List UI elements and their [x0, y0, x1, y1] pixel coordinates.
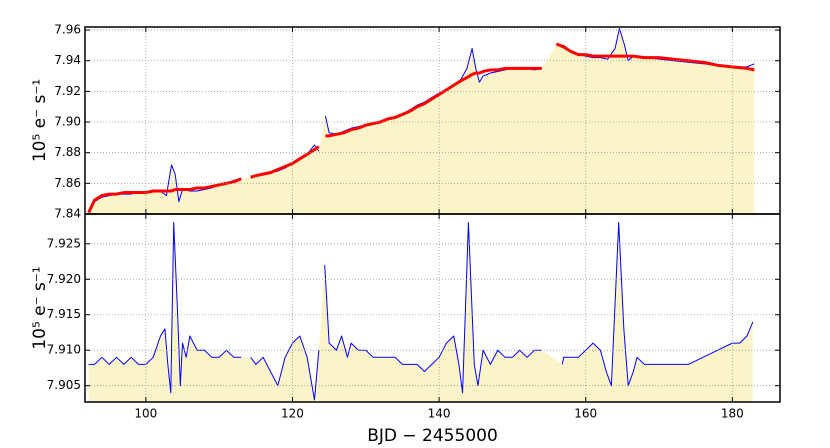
plot-area: [88, 222, 754, 402]
plot-area: [87, 28, 755, 214]
y-tick-label: 7.96: [54, 23, 81, 37]
line-series: [87, 42, 755, 214]
y-tick-label: 7.915: [47, 307, 81, 321]
x-tick-label: 160: [574, 407, 597, 421]
y-tick-label: 7.86: [54, 176, 81, 190]
panel: 7.84 7.86 7.88 7.90 7.92 7.94 7.96 10⁵ e⁻ s⁻¹: [30, 23, 781, 221]
area-fill: [88, 222, 753, 402]
y-axis-label: 10⁵ e⁻ s⁻¹: [30, 79, 50, 162]
y-tick-label: 7.925: [47, 236, 81, 250]
area-fill: [88, 28, 755, 214]
y-tick-label: 7.84: [54, 207, 81, 221]
x-axis-label: BJD − 2455000: [367, 426, 498, 446]
y-tick-label: 7.90: [54, 115, 81, 129]
y-tick-label: 7.88: [54, 145, 81, 159]
axes-frame: [84, 213, 781, 403]
y-tick-label: 7.920: [47, 272, 81, 286]
line-series: [88, 222, 754, 401]
x-tick-label: 120: [281, 407, 304, 421]
y-tick-label: 7.910: [47, 343, 81, 357]
x-tick-label: 180: [721, 407, 744, 421]
panel: 7.905 7.910 7.915 7.920 7.925 100 120 140 160 180…: [30, 213, 781, 446]
x-tick-label: 140: [428, 407, 451, 421]
y-tick-label: 7.92: [54, 84, 81, 98]
x-tick-label: 100: [134, 407, 157, 421]
y-tick-label: 7.905: [47, 378, 81, 392]
y-axis-label: 10⁵ e⁻ s⁻¹: [30, 266, 50, 349]
y-tick-label: 7.94: [54, 53, 81, 67]
